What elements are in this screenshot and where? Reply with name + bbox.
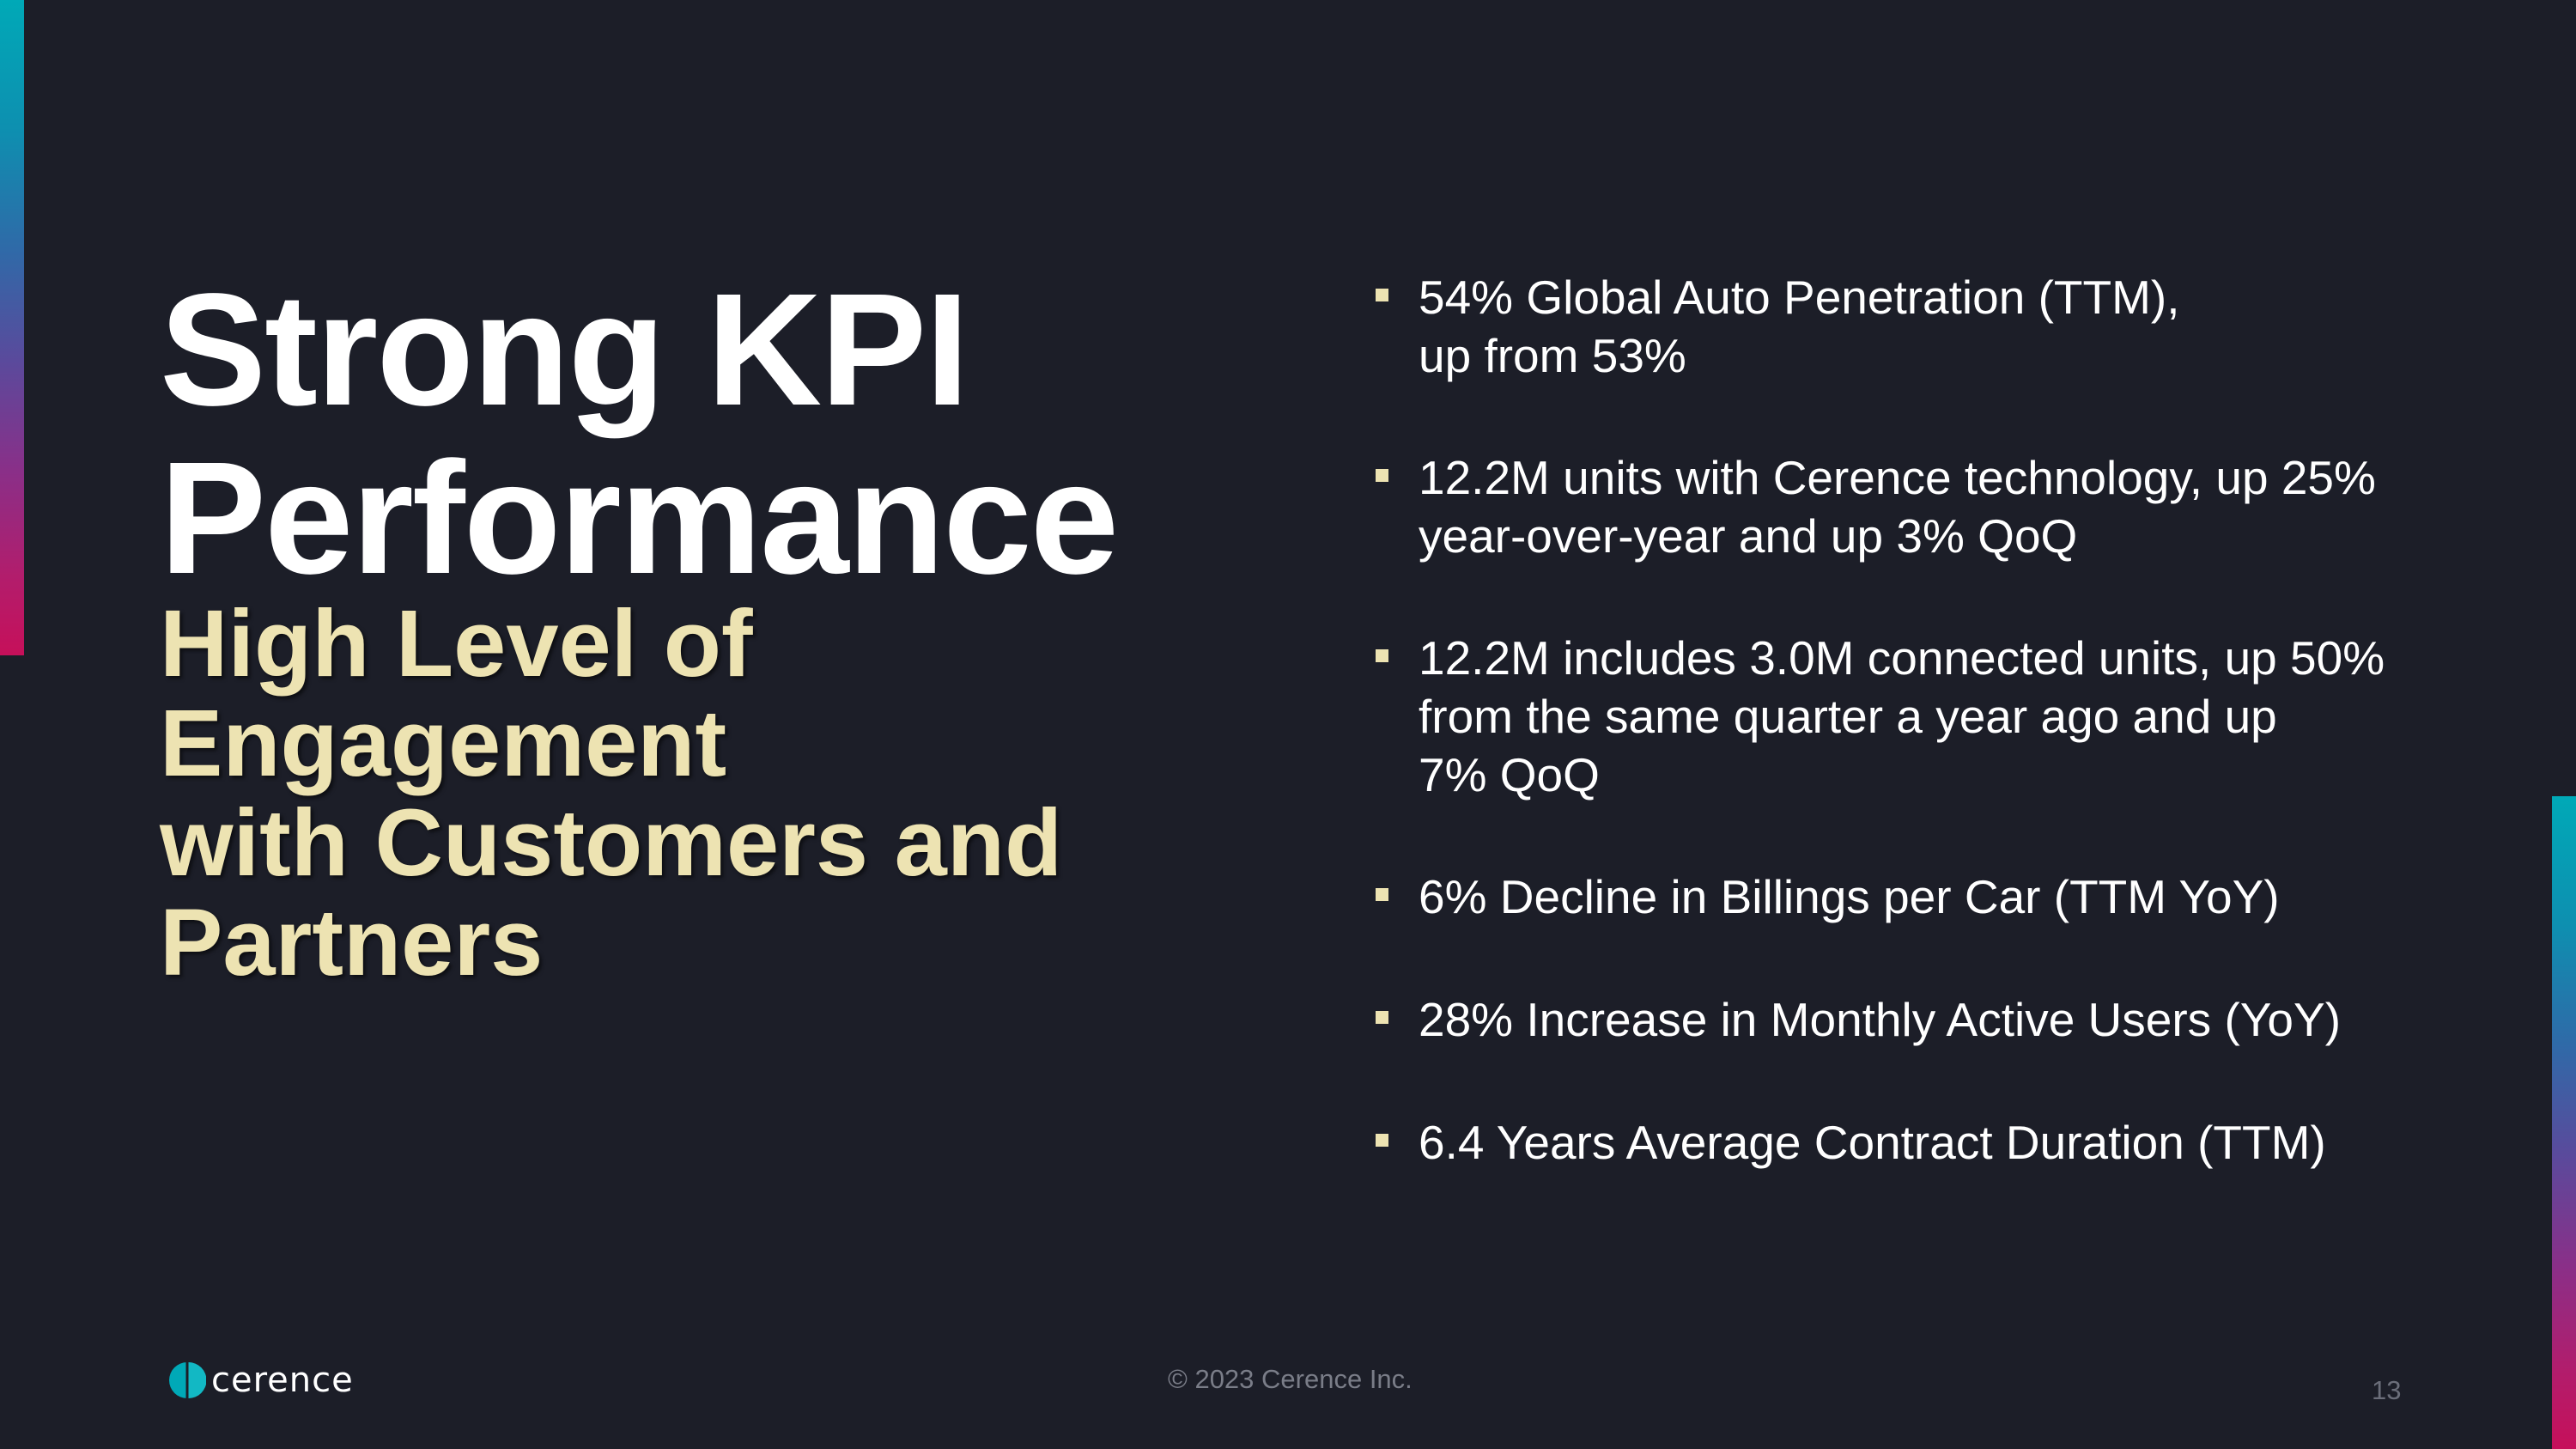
- square-bullet-icon: [1376, 289, 1388, 301]
- slide-subtitle-line: Partners: [160, 890, 544, 995]
- kpi-bullet-item: 54% Global Auto Penetration (TTM), up fr…: [1374, 268, 2516, 385]
- slide-subtitle-line: Engagement: [160, 691, 727, 796]
- left-color-stripe: [0, 0, 24, 655]
- kpi-bullet-item: 28% Increase in Monthly Active Users (Yo…: [1374, 990, 2516, 1049]
- slide-title: Strong KPI Performance: [160, 266, 1233, 603]
- cerence-logo: cerence: [168, 1359, 354, 1402]
- cerence-logo-icon: [169, 1362, 206, 1398]
- logo-wordmark: cerence: [211, 1361, 354, 1400]
- square-bullet-icon: [1376, 1011, 1388, 1024]
- bullet-text-line: 54% Global Auto Penetration (TTM),: [1419, 271, 2180, 324]
- square-bullet-icon: [1376, 888, 1388, 901]
- square-bullet-icon: [1376, 649, 1388, 662]
- kpi-bullet-item: 6.4 Years Average Contract Duration (TTM…: [1374, 1113, 2516, 1172]
- bullet-text-line: from the same quarter a year ago and up: [1419, 690, 2277, 743]
- bullet-text-line: up from 53%: [1419, 329, 1686, 382]
- slide-subtitle-line: High Level of: [160, 591, 753, 697]
- bullet-text-line: 6.4 Years Average Contract Duration (TTM…: [1419, 1116, 2326, 1169]
- kpi-bullet-item: 12.2M includes 3.0M connected units, up …: [1374, 629, 2516, 804]
- slide-title-line: Performance: [160, 429, 1119, 607]
- bullet-text-line: year-over-year and up 3% QoQ: [1419, 509, 2078, 563]
- slide-title-line: Strong KPI: [160, 261, 969, 439]
- right-color-stripe: [2552, 796, 2576, 1449]
- bullet-text-line: 28% Increase in Monthly Active Users (Yo…: [1419, 993, 2342, 1046]
- bullet-text-line: 7% QoQ: [1419, 748, 1600, 801]
- kpi-bullet-item: 12.2M units with Cerence technology, up …: [1374, 448, 2516, 565]
- square-bullet-icon: [1376, 469, 1388, 482]
- slide-subtitle: High Level of Engagement with Customers …: [160, 594, 1276, 993]
- bullet-text-line: 6% Decline in Billings per Car (TTM YoY): [1419, 870, 2280, 923]
- slide-subtitle-line: with Customers and: [160, 790, 1063, 896]
- kpi-bullet-item: 6% Decline in Billings per Car (TTM YoY): [1374, 868, 2516, 926]
- page-number: 13: [2372, 1375, 2402, 1405]
- bullet-text-line: 12.2M units with Cerence technology, up …: [1419, 451, 2376, 504]
- copyright-text: © 2023 Cerence Inc.: [1168, 1364, 1413, 1394]
- square-bullet-icon: [1376, 1134, 1388, 1147]
- bullet-text-line: 12.2M includes 3.0M connected units, up …: [1419, 631, 2385, 685]
